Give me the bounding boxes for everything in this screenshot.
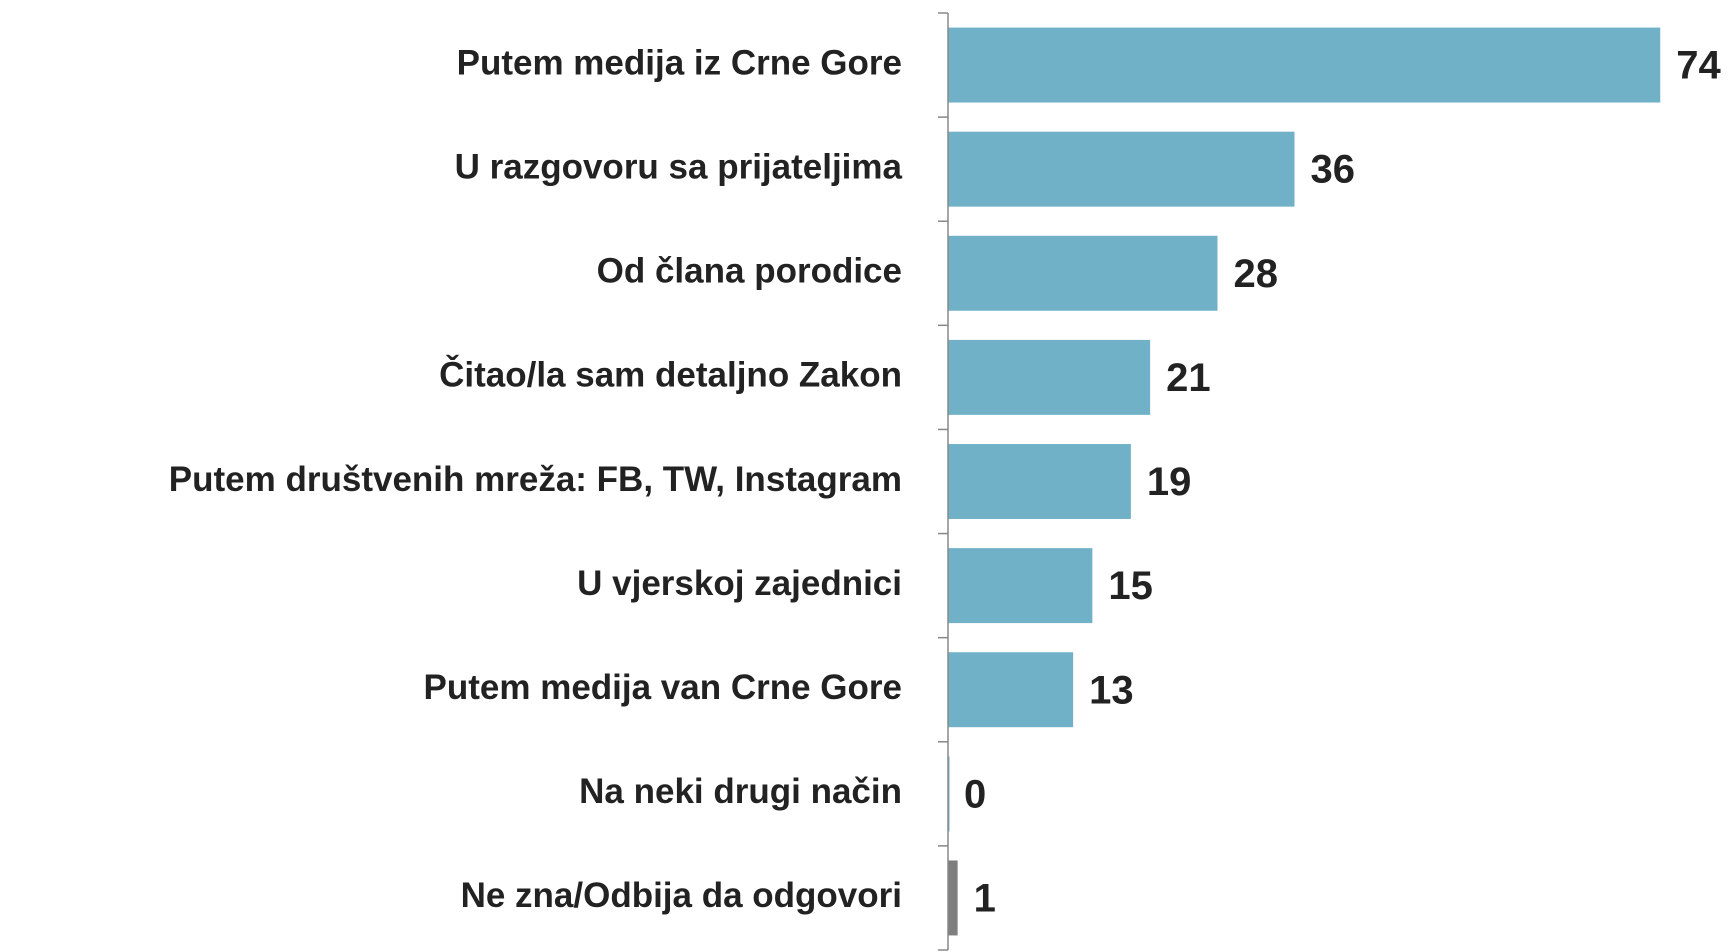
bar <box>948 131 1295 207</box>
bar <box>948 548 1093 624</box>
category-label: Čitao/la sam detaljno Zakon <box>439 355 902 395</box>
category-label: U vjerskoj zajednici <box>577 564 902 603</box>
value-label: 13 <box>1089 668 1134 712</box>
value-label: 28 <box>1234 252 1279 296</box>
category-label: Od člana porodice <box>597 252 902 291</box>
bar <box>948 652 1074 728</box>
category-label: Putem medija iz Crne Gore <box>457 43 902 82</box>
value-label: 0 <box>964 772 986 816</box>
value-label: 19 <box>1147 460 1192 504</box>
category-label: U razgovoru sa prijateljima <box>455 147 903 186</box>
category-label: Ne zna/Odbija da odgovori <box>461 876 902 915</box>
value-label: 36 <box>1311 148 1356 192</box>
value-label: 74 <box>1676 44 1721 88</box>
bar <box>948 860 958 936</box>
category-label: Na neki drugi način <box>579 772 902 811</box>
bar <box>948 339 1151 415</box>
bar <box>948 27 1661 103</box>
category-label: Putem medija van Crne Gore <box>424 668 902 707</box>
bar <box>948 444 1131 519</box>
value-label: 21 <box>1166 356 1211 400</box>
bar <box>948 235 1218 311</box>
value-label: 1 <box>974 877 996 921</box>
category-label: Putem društvenih mreža: FB, TW, Instagra… <box>169 460 902 499</box>
value-label: 15 <box>1108 564 1153 608</box>
